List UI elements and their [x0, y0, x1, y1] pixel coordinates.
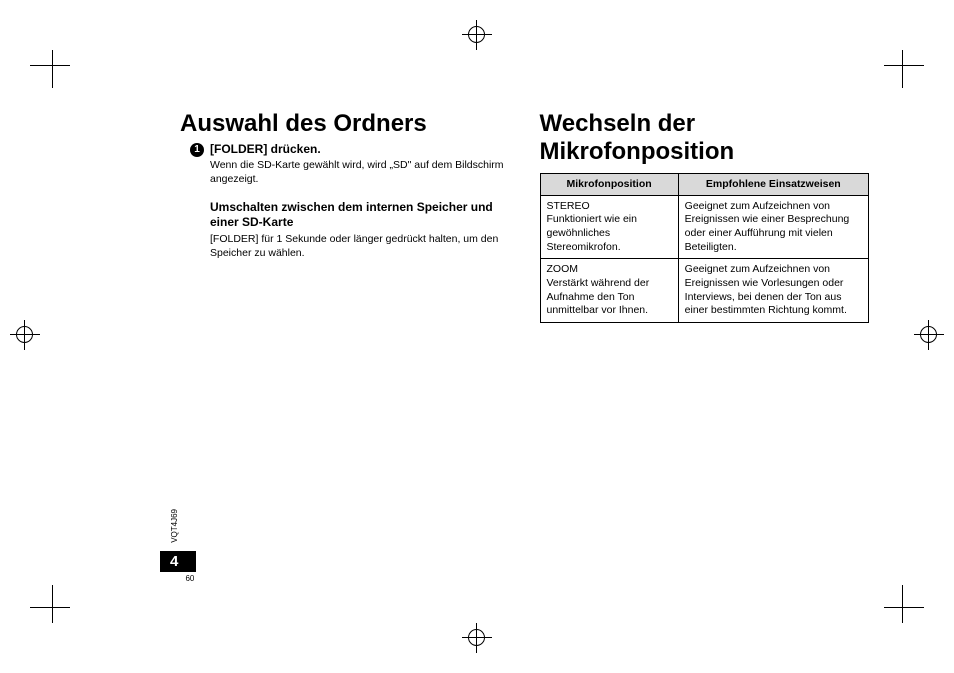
- table-header-position: Mikrofonposition: [540, 174, 678, 196]
- mic-position-table: Mikrofonposition Empfohlene Einsatzweise…: [540, 173, 870, 323]
- heading-folder: Auswahl des Ordners: [180, 110, 510, 138]
- cell-stereo: STEREO Funktioniert wie ein gewöhnliches…: [540, 195, 678, 259]
- mode-name: STEREO: [547, 200, 590, 212]
- registration-mark: [914, 320, 944, 350]
- page-footer: VQT4J69 4 60: [160, 551, 196, 583]
- registration-mark: [462, 20, 492, 50]
- right-column: Wechseln der Mikrofonposition Mikrofonpo…: [540, 110, 870, 583]
- sub-description: [FOLDER] für 1 Sekunde oder länger gedrü…: [210, 232, 510, 260]
- step-title: [FOLDER] drücken.: [210, 142, 510, 156]
- mode-desc: Funktioniert wie ein gewöhnliches Stereo…: [547, 213, 637, 252]
- mode-name: ZOOM: [547, 263, 579, 275]
- table-row: ZOOM Verstärkt während der Aufnahme den …: [540, 259, 869, 323]
- heading-mic: Wechseln der Mikrofonposition: [540, 110, 870, 165]
- table-header-usage: Empfohlene Einsatzweisen: [678, 174, 868, 196]
- cell-zoom-usage: Geeignet zum Aufzeichnen von Ereignissen…: [678, 259, 868, 323]
- mode-desc: Verstärkt während der Aufnahme den Ton u…: [547, 277, 650, 316]
- step-number-badge: 1: [190, 143, 204, 157]
- page-content: Auswahl des Ordners 1 [FOLDER] drücken. …: [180, 110, 869, 583]
- cell-stereo-usage: Geeignet zum Aufzeichnen von Ereignissen…: [678, 195, 868, 259]
- step-body: [FOLDER] drücken. Wenn die SD-Karte gewä…: [210, 142, 510, 261]
- table-row: STEREO Funktioniert wie ein gewöhnliches…: [540, 195, 869, 259]
- page-number: 4: [160, 551, 196, 572]
- registration-mark: [462, 623, 492, 653]
- cell-zoom: ZOOM Verstärkt während der Aufnahme den …: [540, 259, 678, 323]
- document-id: VQT4J69: [170, 509, 179, 543]
- page-number-small: 60: [160, 574, 194, 583]
- step-description: Wenn die SD-Karte gewählt wird, wird „SD…: [210, 158, 510, 186]
- left-column: Auswahl des Ordners 1 [FOLDER] drücken. …: [180, 110, 510, 583]
- sub-heading: Umschalten zwischen dem internen Speiche…: [210, 200, 510, 230]
- step-1: 1 [FOLDER] drücken. Wenn die SD-Karte ge…: [180, 142, 510, 261]
- crop-mark: [884, 583, 924, 623]
- registration-mark: [10, 320, 40, 350]
- crop-mark: [30, 50, 70, 90]
- crop-mark: [30, 583, 70, 623]
- crop-mark: [884, 50, 924, 90]
